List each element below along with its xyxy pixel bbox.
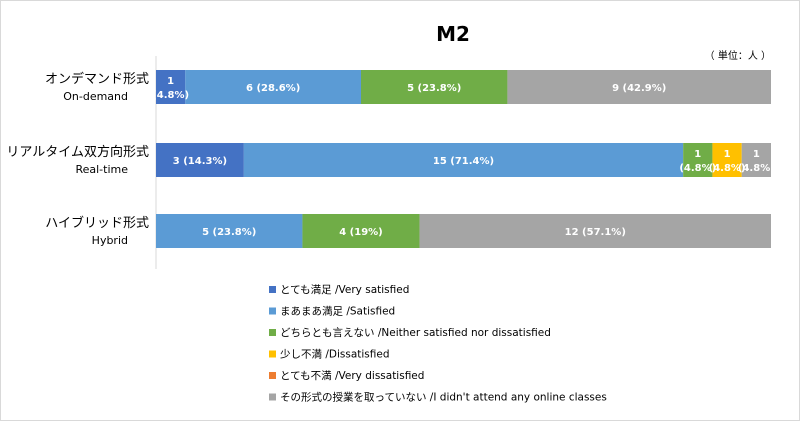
data-label: 6 (28.6%) [246,83,300,94]
data-label: 12 (57.1%) [565,227,626,238]
data-label: (4.8%) [152,90,189,101]
legend-swatch [269,350,276,358]
category-label-jp: ハイブリッド形式 [45,215,149,231]
data-label: (4.8%) [679,163,716,174]
category-label-en: On-demand [63,90,128,103]
bar-segment [683,143,713,177]
data-label: (4.8%) [709,163,746,174]
data-label: 4 (19%) [339,227,383,238]
legend-entry: まあまあ満足 /Satisfied [280,306,395,318]
data-label: 1 [753,149,760,160]
chart-title: M2 [436,22,470,46]
legend-entry: その形式の授業を取っていない /I didn't attend any onli… [280,391,607,404]
data-label: 1 [694,149,701,160]
data-label: 1 [724,149,731,160]
bar-segment [243,143,684,177]
data-label: 5 (23.8%) [202,227,256,238]
category-labels: オンデマンド形式 On-demand リアルタイム双方向形式 Real-time ハイブ… [6,71,149,247]
bar-segment [361,70,508,104]
legend-swatch [269,393,276,401]
legend-entry: とても不満 /Very dissatisfied [280,370,424,382]
data-labels: 1 (4.8%) 6 (28.6%) 5 (23.8%) 9 (42.9%) 3 (14.… [152,76,775,238]
bar-segment [507,70,771,104]
category-label-en: Hybrid [92,234,128,247]
bars [156,70,771,248]
legend-entry: とても満足 /Very satisfied [280,284,409,296]
data-label: (4.8%) [738,163,775,174]
data-label: 9 (42.9%) [612,83,666,94]
legend-swatch [269,307,276,315]
bar-segment [302,214,420,248]
bar-segment [419,214,771,248]
bar-segment [741,143,771,177]
data-label: 1 [167,76,174,87]
category-label-jp: オンデマンド形式 [45,71,149,87]
legend: とても満足 /Very satisfied まあまあ満足 /Satisfied どち… [269,284,607,404]
legend-entry: 少し不満 /Dissatisfied [280,349,390,361]
legend-swatch [269,329,276,336]
bar-segment [156,70,186,104]
legend-entry: どちらとも言えない /Neither satisfied nor dissati… [280,326,551,339]
category-label-jp: リアルタイム双方向形式 [6,144,149,160]
data-label: 3 (14.3%) [173,156,227,167]
category-label-en: Real-time [75,163,128,176]
unit-note: （ 単位：人 ） [705,49,771,62]
bar-segment [156,143,244,177]
data-label: 15 (71.4%) [433,156,494,167]
bar-segment [156,214,303,248]
bar-segment [712,143,742,177]
data-label: 5 (23.8%) [407,83,461,94]
legend-swatch [269,286,276,293]
legend-swatch [269,372,276,379]
bar-segment [185,70,361,104]
